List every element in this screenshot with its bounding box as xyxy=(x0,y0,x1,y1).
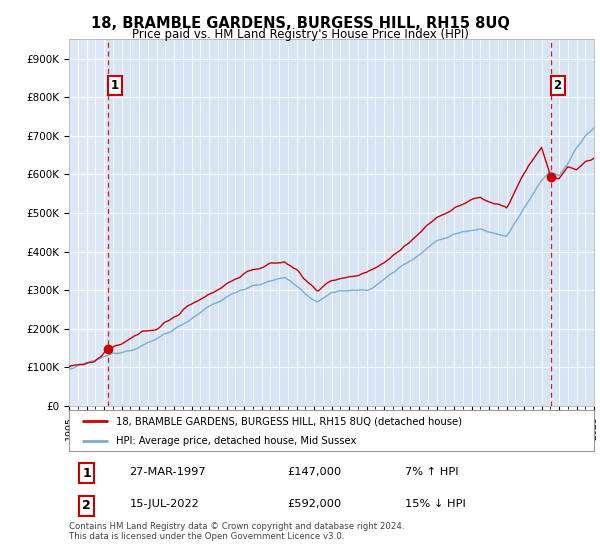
Text: 15% ↓ HPI: 15% ↓ HPI xyxy=(405,499,466,509)
Text: 2: 2 xyxy=(82,499,91,512)
Text: HPI: Average price, detached house, Mid Sussex: HPI: Average price, detached house, Mid … xyxy=(116,436,356,446)
Text: 1: 1 xyxy=(110,79,119,92)
Text: £592,000: £592,000 xyxy=(287,499,341,509)
Text: Price paid vs. HM Land Registry's House Price Index (HPI): Price paid vs. HM Land Registry's House … xyxy=(131,28,469,41)
Text: 18, BRAMBLE GARDENS, BURGESS HILL, RH15 8UQ: 18, BRAMBLE GARDENS, BURGESS HILL, RH15 … xyxy=(91,16,509,31)
Text: 7% ↑ HPI: 7% ↑ HPI xyxy=(405,466,458,477)
Text: 27-MAR-1997: 27-MAR-1997 xyxy=(130,466,206,477)
Text: 18, BRAMBLE GARDENS, BURGESS HILL, RH15 8UQ (detached house): 18, BRAMBLE GARDENS, BURGESS HILL, RH15 … xyxy=(116,417,462,426)
Text: 15-JUL-2022: 15-JUL-2022 xyxy=(130,499,199,509)
Bar xyxy=(108,39,594,406)
Text: Contains HM Land Registry data © Crown copyright and database right 2024.
This d: Contains HM Land Registry data © Crown c… xyxy=(69,522,404,542)
Text: £147,000: £147,000 xyxy=(287,466,341,477)
Text: 1: 1 xyxy=(82,466,91,479)
Text: 2: 2 xyxy=(554,79,562,92)
